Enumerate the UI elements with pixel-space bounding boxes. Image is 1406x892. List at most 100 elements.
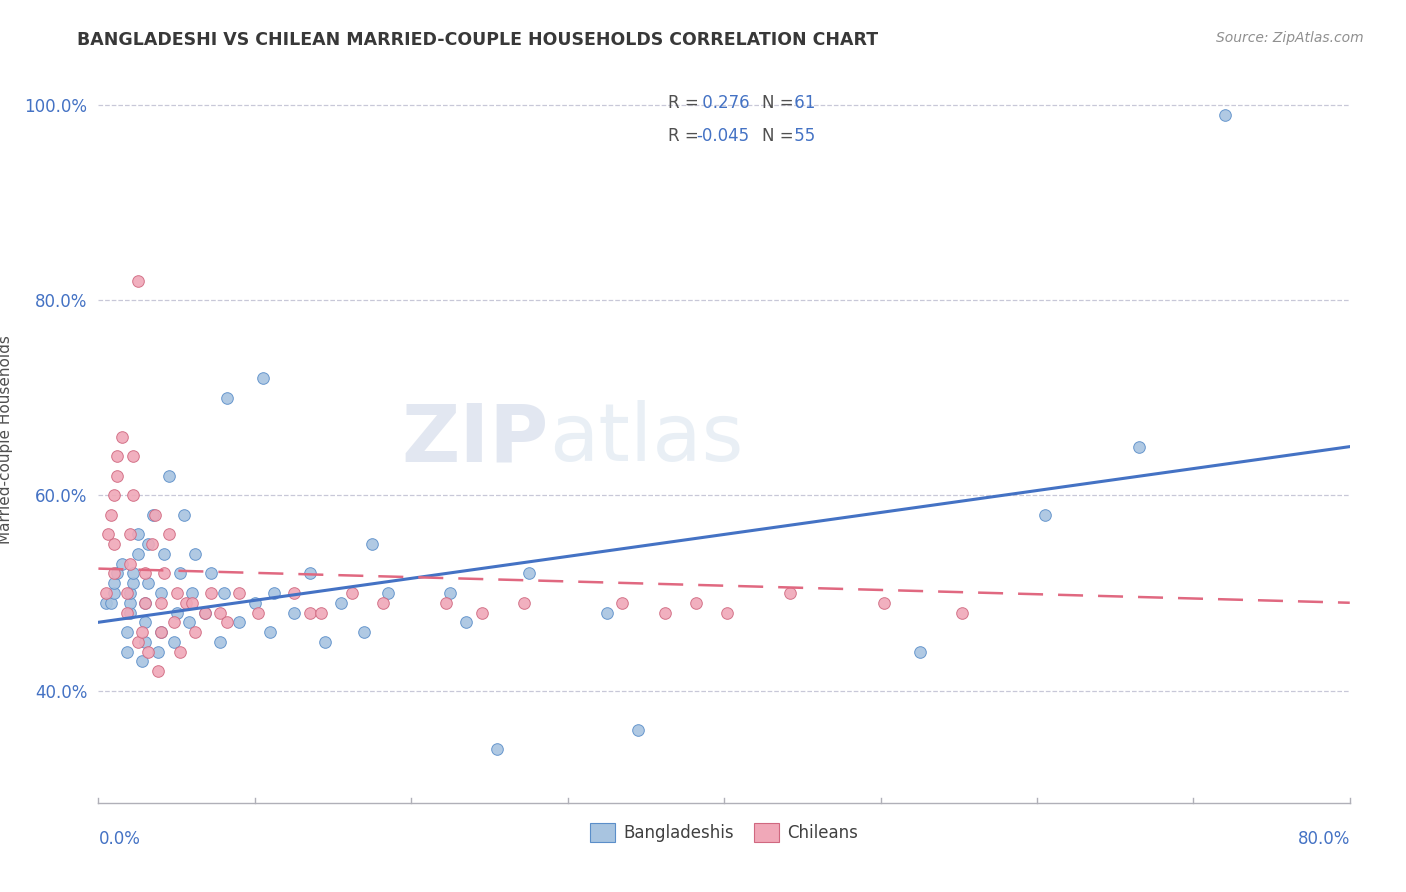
Point [1128,440,1150,454]
Point [146,664,169,678]
Point [121,576,143,591]
Y-axis label: Married-couple Households: Married-couple Households [0,334,13,544]
Text: ZIP: ZIP [402,401,548,478]
Point [103,537,125,551]
Point [194,606,217,620]
Point [118,586,141,600]
Point [146,644,169,658]
Point [361,537,384,551]
Point [105,450,128,464]
Point [127,527,149,541]
Point [314,634,336,648]
Point [100,508,122,522]
Text: N =: N = [762,94,799,112]
Point [96,596,118,610]
Point [166,586,188,600]
Point [194,606,217,620]
Point [340,586,363,600]
Text: atlas: atlas [548,401,744,478]
Legend: Bangladeshis, Chileans: Bangladeshis, Chileans [583,816,865,849]
Text: Source: ZipAtlas.com: Source: ZipAtlas.com [1216,31,1364,45]
Point [97,527,120,541]
Point [228,615,250,630]
Point [115,625,138,640]
Text: 0.0%: 0.0% [98,830,141,848]
Point [298,566,321,581]
Point [181,596,204,610]
Point [173,508,195,522]
Point [138,576,160,591]
Point [627,723,650,737]
Point [157,527,180,541]
Point [111,557,134,571]
Point [283,606,305,620]
Point [212,586,235,600]
Point [118,596,141,610]
Point [103,488,125,502]
Point [105,566,128,581]
Point [169,644,191,658]
Point [103,566,125,581]
Text: 80.0%: 80.0% [1298,830,1350,848]
Point [215,391,238,405]
Point [103,586,125,600]
Point [439,586,461,600]
Point [434,596,457,610]
Point [353,625,375,640]
Text: -0.045: -0.045 [696,127,749,145]
Point [150,586,173,600]
Point [215,615,238,630]
Point [127,634,149,648]
Point [209,634,232,648]
Point [162,634,184,648]
Point [150,625,173,640]
Point [246,606,269,620]
Point [298,606,321,620]
Point [118,527,141,541]
Point [111,430,134,444]
Point [654,606,676,620]
Point [950,606,973,620]
Point [138,644,160,658]
Point [131,625,153,640]
Point [121,566,143,581]
Point [134,615,156,630]
Point [127,547,149,561]
Point [134,596,156,610]
Point [115,606,138,620]
Point [1033,508,1056,522]
Point [181,586,204,600]
Point [162,615,184,630]
Point [141,537,163,551]
Point [134,634,156,648]
Point [517,566,540,581]
Point [100,596,122,610]
Point [127,274,149,288]
Point [243,596,266,610]
Point [486,742,509,756]
Point [513,596,536,610]
Point [1213,108,1236,122]
Point [121,450,143,464]
Point [134,596,156,610]
Point [908,644,931,658]
Point [169,566,191,581]
Point [150,596,173,610]
Point [779,586,801,600]
Point [153,566,176,581]
Point [166,606,188,620]
Text: R =: R = [668,127,704,145]
Text: R =: R = [668,94,704,112]
Text: 0.276: 0.276 [696,94,749,112]
Point [612,596,634,610]
Point [118,606,141,620]
Point [138,537,160,551]
Point [157,469,180,483]
Point [153,547,176,561]
Point [685,596,707,610]
Point [209,606,232,620]
Point [263,586,285,600]
Point [596,606,619,620]
Point [371,596,394,610]
Point [115,644,138,658]
